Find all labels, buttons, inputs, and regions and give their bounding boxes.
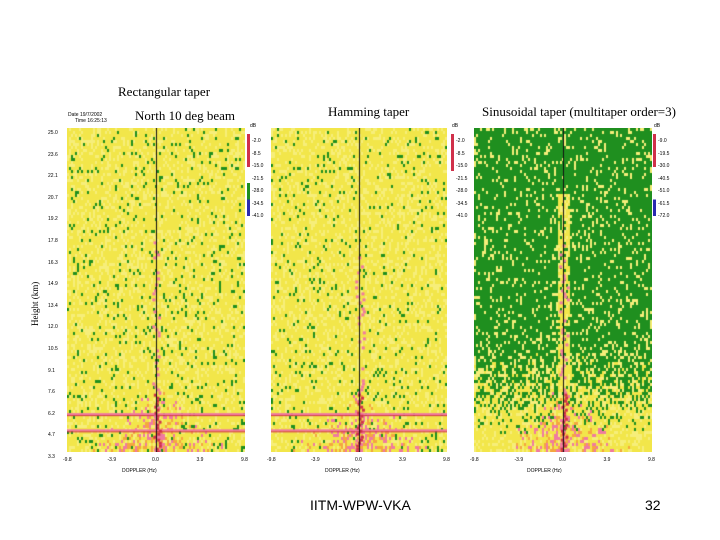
colorbar-tick-label: -8.5 <box>456 150 465 157</box>
y-tick-label: 7.6 <box>48 389 55 396</box>
colorbar-tick-label: -2.0 <box>456 138 465 144</box>
unit-label-1: dB <box>250 123 257 129</box>
y-tick-label: 4.7 <box>48 432 55 439</box>
y-tick-label: 19.2 <box>48 216 58 223</box>
colorbar-tick-label: -28.0 <box>456 188 468 194</box>
x-axis-label-2: DOPPLER (Hz) <box>325 468 360 474</box>
slide-footer: IITM-WPW-VKA <box>310 497 411 513</box>
x-tick-label: 9.8 <box>443 457 450 463</box>
unit-label-3: dB <box>654 123 661 129</box>
colorbar-tick-label: -34.5 <box>252 200 264 207</box>
x-tick-label: 9.8 <box>241 457 248 463</box>
x-tick-label: -9.8 <box>267 457 276 463</box>
y-tick-label: 9.1 <box>48 367 55 374</box>
y-tick-label: 17.8 <box>48 238 58 244</box>
x-tick-label: -3.9 <box>514 457 524 463</box>
y-tick-label: 3.3 <box>48 454 55 460</box>
colorbar-tick-label: -2.0 <box>252 138 261 144</box>
beam-label: North 10 deg beam <box>135 108 236 123</box>
spectrogram-panel-hamming <box>271 128 447 452</box>
x-tick-label: 3.9 <box>399 457 406 463</box>
page-number: 32 <box>645 497 661 513</box>
y-tick-label: 20.7 <box>48 194 58 201</box>
colorbar-tick-label: -28.0 <box>252 188 264 194</box>
y-tick-label: 12.0 <box>48 324 58 331</box>
colorbar-hamming <box>451 134 454 216</box>
colorbar-tick-label: -41.0 <box>456 213 468 219</box>
x-tick-label: 0.0 <box>152 457 159 463</box>
spectrogram-panel-rectangular <box>67 128 245 452</box>
colorbar-tick-label: -61.5 <box>658 200 670 207</box>
x-tick-label: -3.9 <box>311 457 320 463</box>
y-tick-label: 16.3 <box>48 259 58 266</box>
colorbar-tick-label: -30.0 <box>658 163 670 169</box>
y-tick-label: 14.9 <box>48 281 58 288</box>
x-tick-label: 3.9 <box>603 457 611 463</box>
y-tick-label: 22.1 <box>48 173 58 180</box>
y-tick-label: 13.4 <box>48 302 58 309</box>
panel-title-hamming: Hamming taper <box>328 104 410 119</box>
x-tick-label: -3.9 <box>107 457 117 463</box>
colorbar-tick-label: -15.0 <box>252 163 264 169</box>
x-tick-label: 0.0 <box>559 457 566 463</box>
y-tick-label: 6.2 <box>48 410 55 417</box>
colorbar-tick-label: -21.5 <box>456 175 468 182</box>
panel-title-rectangular: Rectangular taper <box>118 84 211 99</box>
colorbar-tick-label: -34.5 <box>456 200 468 207</box>
date-label: Date 19/7/2002 <box>68 112 103 118</box>
colorbar-tick-label: -40.5 <box>658 175 670 182</box>
y-axis-label: Height (km) <box>30 281 40 326</box>
spectrogram-panel-sinusoidal <box>474 128 652 452</box>
y-tick-label: 10.5 <box>48 346 58 352</box>
colorbar-rectangular <box>247 134 250 216</box>
y-tick-label: 25.0 <box>48 130 58 136</box>
x-tick-label: -9.8 <box>63 457 72 463</box>
time-label: Time 16:25:13 <box>75 118 107 124</box>
x-axis-label-3: DOPPLER (Hz) <box>527 468 562 474</box>
x-tick-label: 3.9 <box>196 457 204 463</box>
unit-label-2: dB <box>452 123 459 129</box>
colorbar-tick-label: -72.0 <box>658 213 670 219</box>
colorbar-tick-label: -21.5 <box>252 175 264 182</box>
x-tick-label: 9.8 <box>648 457 655 463</box>
colorbar-tick-label: -41.0 <box>252 213 264 219</box>
colorbar-tick-label: -8.5 <box>252 150 261 157</box>
colorbar-sinusoidal <box>653 134 656 216</box>
colorbar-tick-label: -9.0 <box>658 138 667 144</box>
panel-title-sinusoidal: Sinusoidal taper (multitaper order=3) <box>482 104 676 119</box>
y-tick-label: 23.6 <box>48 151 58 158</box>
x-tick-label: 0.0 <box>355 457 362 463</box>
x-axis-label-1: DOPPLER (Hz) <box>122 468 157 474</box>
colorbar-tick-label: -19.5 <box>658 150 670 157</box>
x-tick-label: -9.8 <box>470 457 479 463</box>
colorbar-tick-label: -51.0 <box>658 188 670 194</box>
colorbar-tick-label: -15.0 <box>456 163 468 169</box>
